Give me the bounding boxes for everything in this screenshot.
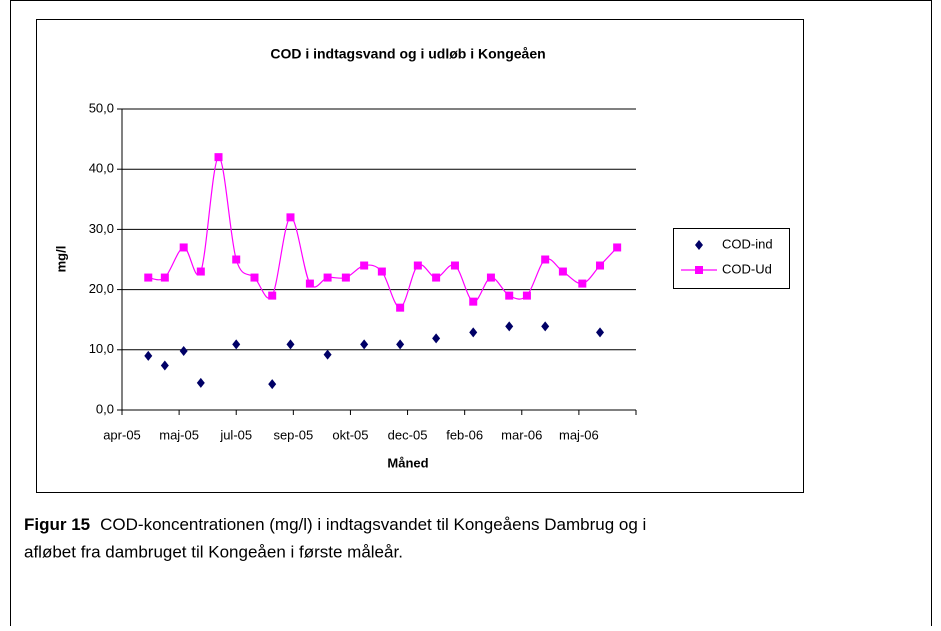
caption-line: Figur 15 COD-koncentrationen (mg/l) i ind… — [24, 515, 646, 534]
data-point — [377, 267, 386, 276]
data-point — [196, 267, 205, 276]
chart-title: COD i indtagsvand og i udløb i Kongeåen — [270, 46, 545, 62]
data-point — [160, 360, 169, 371]
legend-label: COD-ind — [722, 236, 773, 251]
data-point — [469, 297, 478, 306]
data-point — [360, 261, 369, 270]
data-point — [360, 339, 369, 350]
data-point — [432, 333, 441, 344]
data-point — [558, 267, 567, 276]
data-point — [341, 273, 350, 282]
legend-marker — [695, 266, 703, 274]
x-tick-label: sep-05 — [273, 427, 313, 442]
data-point — [268, 379, 277, 390]
y-tick-label: 50,0 — [89, 100, 114, 115]
caption-label: Figur 15 — [24, 515, 90, 534]
data-point — [396, 303, 405, 312]
y-tick-label: 30,0 — [89, 221, 114, 236]
data-point — [323, 349, 332, 360]
data-point — [486, 273, 495, 282]
plot-area — [122, 109, 636, 410]
caption-text: afløbet fra dambruget til Kongeåen i før… — [24, 542, 403, 561]
data-point — [323, 273, 332, 282]
data-point — [596, 327, 605, 338]
data-point — [541, 321, 550, 332]
data-point — [232, 255, 241, 264]
y-tick-label: 20,0 — [89, 281, 114, 296]
data-point — [505, 321, 514, 332]
data-point — [232, 339, 241, 350]
legend-box — [673, 228, 790, 289]
data-point — [179, 243, 188, 252]
caption-text: COD-koncentrationen (mg/l) i indtagsvand… — [100, 515, 646, 534]
data-point — [578, 279, 587, 288]
page-frame — [10, 0, 932, 631]
data-point — [413, 261, 422, 270]
x-tick-label: apr-05 — [103, 427, 141, 442]
y-tick-label: 40,0 — [89, 161, 114, 176]
y-axis-label: mg/l — [53, 246, 68, 273]
data-point — [541, 255, 550, 264]
x-tick-label: mar-06 — [501, 427, 542, 442]
data-point — [179, 346, 188, 357]
data-point — [196, 377, 205, 388]
legend-label: COD-Ud — [722, 261, 772, 276]
x-tick-label: feb-06 — [446, 427, 483, 442]
data-point — [214, 153, 223, 162]
data-point — [613, 243, 622, 252]
x-tick-label: okt-05 — [332, 427, 368, 442]
data-point — [144, 350, 153, 361]
x-axis-label: Måned — [387, 455, 428, 470]
data-point — [144, 273, 153, 282]
data-point — [268, 291, 277, 300]
y-tick-label: 0,0 — [96, 401, 114, 416]
legend-marker — [695, 240, 703, 250]
x-tick-label: dec-05 — [388, 427, 428, 442]
x-tick-label: maj-05 — [159, 427, 199, 442]
data-point — [286, 339, 295, 350]
data-point — [305, 279, 314, 288]
data-point — [396, 339, 405, 350]
data-point — [596, 261, 605, 270]
x-tick-label: maj-06 — [559, 427, 599, 442]
data-point — [450, 261, 459, 270]
data-point — [505, 291, 514, 300]
data-point — [432, 273, 441, 282]
x-tick-label: jul-05 — [219, 427, 252, 442]
data-point — [469, 327, 478, 338]
data-point — [160, 273, 169, 282]
data-point — [522, 291, 531, 300]
data-point — [250, 273, 259, 282]
y-tick-label: 10,0 — [89, 341, 114, 356]
data-point — [286, 213, 295, 222]
